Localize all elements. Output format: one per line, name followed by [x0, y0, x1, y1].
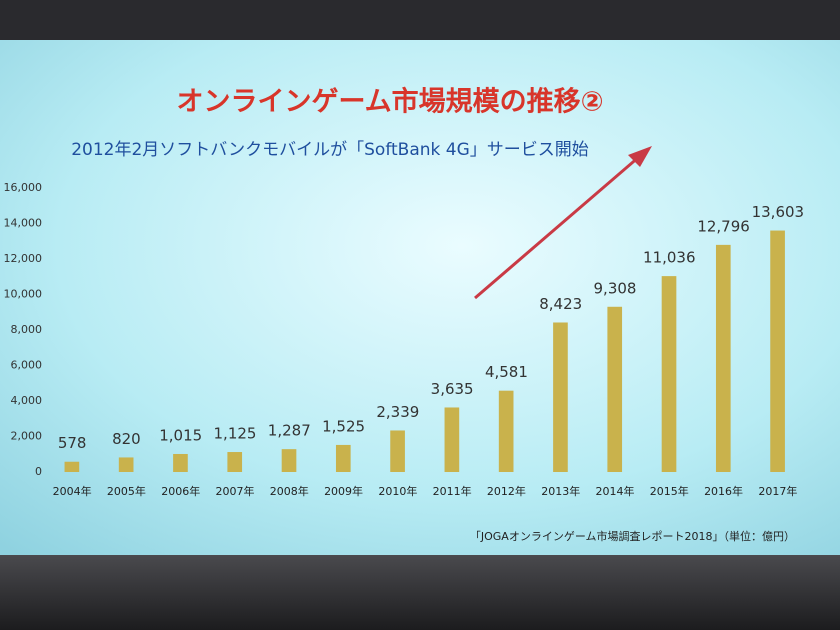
y-tick-label: 16,000 [4, 181, 43, 194]
subtitle: 2012年2月ソフトバンクモバイルが「SoftBank 4G」サービス開始 [71, 140, 589, 160]
value-label: 3,635 [431, 380, 474, 398]
value-label: 2,339 [376, 403, 419, 421]
x-tick-label: 2007年 [216, 484, 255, 498]
x-tick-label: 2009年 [324, 484, 363, 498]
source: 「JOGAオンラインゲーム市場調査レポート2018」（単位：億円） [470, 529, 795, 543]
value-label: 12,796 [697, 217, 750, 235]
x-tick-label: 2010年 [378, 484, 417, 498]
value-label: 9,308 [594, 279, 637, 297]
bar [118, 457, 134, 472]
bar [444, 407, 460, 472]
bar [661, 276, 677, 472]
y-tick-label: 2,000 [11, 430, 43, 443]
x-tick-label: 2004年 [53, 484, 92, 498]
x-tick-label: 2011年 [433, 484, 472, 498]
x-tick-label: 2014年 [596, 484, 635, 498]
arrow-head [628, 146, 652, 167]
x-tick-label: 2015年 [650, 484, 689, 498]
bar [64, 461, 80, 472]
slide [0, 40, 840, 555]
y-tick-label: 6,000 [11, 359, 43, 372]
y-tick-label: 10,000 [4, 288, 43, 301]
x-tick-label: 2012年 [487, 484, 526, 498]
x-tick-label: 2017年 [758, 484, 797, 498]
value-label: 8,423 [539, 295, 582, 313]
x-tick-label: 2006年 [161, 484, 200, 498]
y-tick-label: 14,000 [4, 217, 43, 230]
bar [498, 390, 514, 472]
x-tick-label: 2016年 [704, 484, 743, 498]
arrow [474, 154, 641, 300]
bar [173, 453, 188, 472]
value-label: 11,036 [643, 249, 696, 267]
chart-title: オンラインゲーム市場規模の推移② [176, 86, 603, 118]
floor [0, 555, 840, 630]
bar [390, 430, 405, 472]
value-label: 578 [58, 434, 87, 452]
value-label: 1,015 [159, 426, 202, 444]
value-label: 820 [112, 430, 141, 448]
bar [770, 230, 785, 472]
bar [335, 444, 351, 472]
bar [227, 452, 243, 472]
value-label: 4,581 [485, 363, 528, 381]
bar [281, 449, 297, 472]
y-tick-label: 12,000 [4, 252, 43, 265]
value-label: 1,125 [214, 425, 257, 443]
value-label: 1,525 [322, 417, 365, 435]
x-tick-label: 2013年 [541, 484, 580, 498]
bar [553, 322, 568, 472]
value-label: 13,603 [752, 203, 805, 221]
value-label: 1,287 [268, 422, 311, 440]
y-tick-label: 0 [35, 465, 42, 478]
x-tick-label: 2008年 [270, 484, 309, 498]
bar [607, 306, 623, 472]
y-tick-label: 8,000 [11, 323, 43, 336]
bar [715, 244, 731, 472]
y-tick-label: 4,000 [11, 394, 43, 407]
x-tick-label: 2005年 [107, 484, 146, 498]
